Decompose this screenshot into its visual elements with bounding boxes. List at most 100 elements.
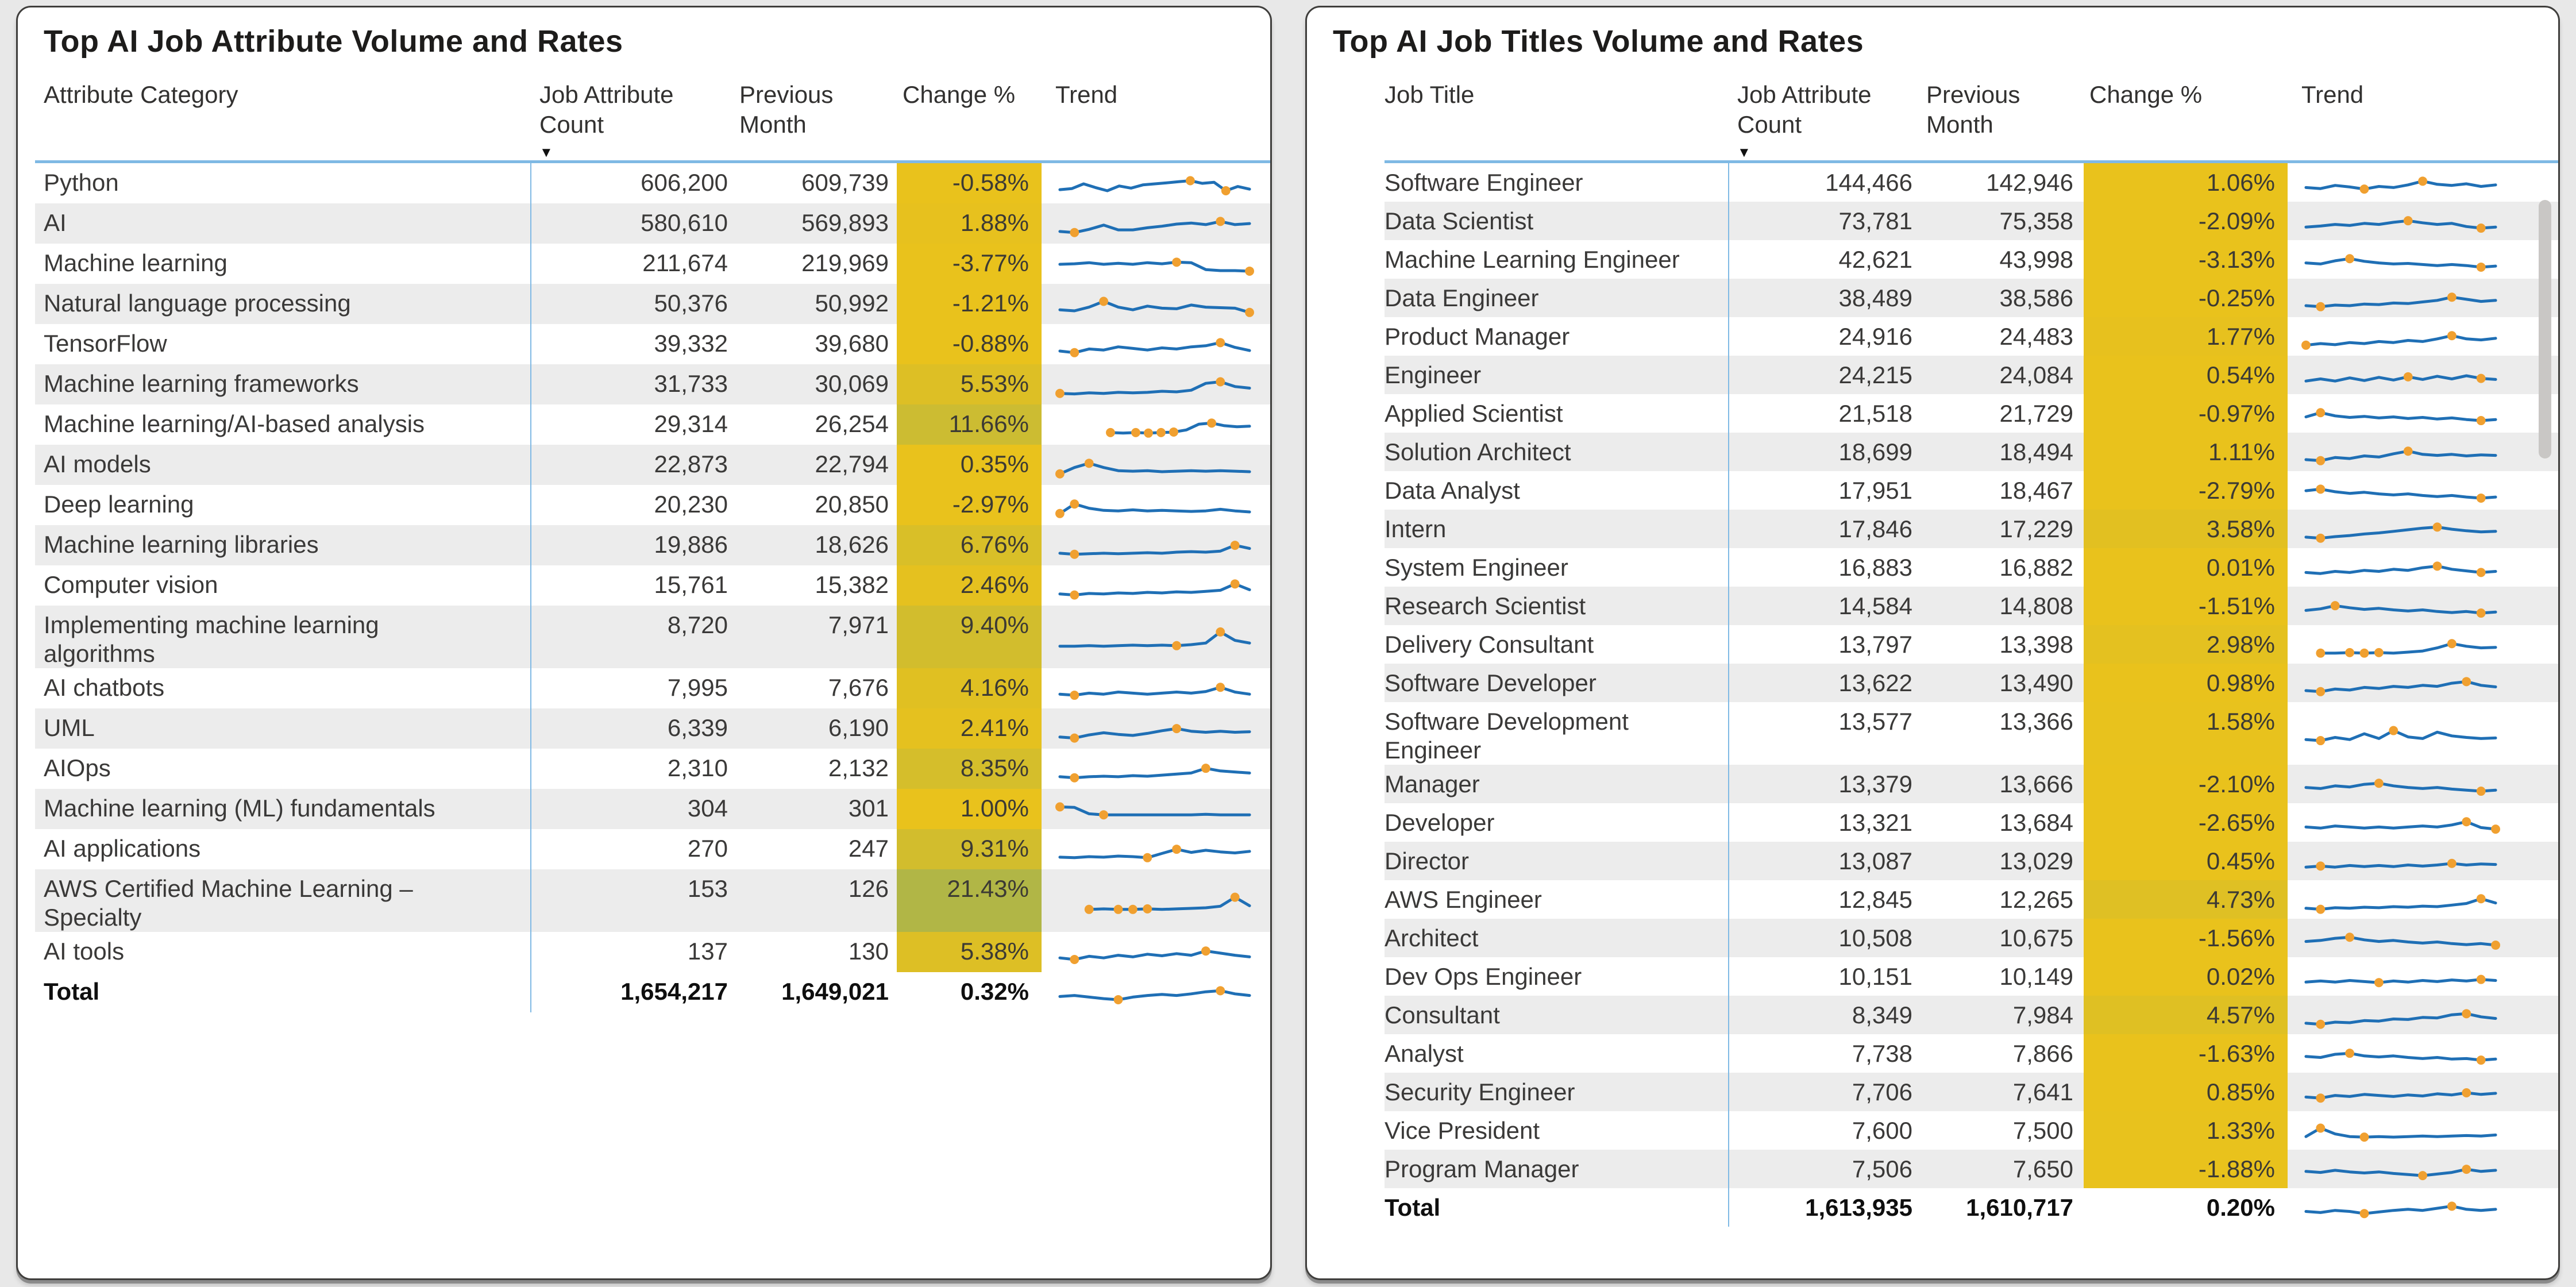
- table-row[interactable]: Machine learning libraries 19,886 18,626…: [35, 525, 1270, 565]
- table-row[interactable]: Machine Learning Engineer 42,621 43,998 …: [1385, 240, 2558, 279]
- change-percent-cell: 11.66%: [897, 404, 1042, 445]
- trend-sparkline: [2304, 484, 2497, 503]
- table-row[interactable]: Natural language processing 50,376 50,99…: [35, 284, 1270, 324]
- table-row[interactable]: Deep learning 20,230 20,850 -2.97%: [35, 485, 1270, 525]
- column-header-previous-month[interactable]: Previous Month: [1923, 76, 2084, 140]
- trend-cell: [2288, 433, 2500, 471]
- trend-cell: [2288, 880, 2500, 919]
- count-cell: 10,151: [1838, 963, 1912, 990]
- count-cell: 31,733: [654, 370, 728, 397]
- count-cell: 24,916: [1838, 323, 1912, 350]
- table-row[interactable]: AWS Certified Machine Learning – Special…: [35, 869, 1270, 932]
- table-row[interactable]: Machine learning 211,674 219,969 -3.77%: [35, 244, 1270, 284]
- column-header-count[interactable]: Job Attribute Count ▼: [531, 76, 736, 160]
- column-header-count-label: Job Attribute Count: [539, 81, 674, 138]
- table-row[interactable]: AI 580,610 569,893 1.88%: [35, 203, 1270, 244]
- column-header-count-label: Job Attribute Count: [1737, 81, 1872, 138]
- table-row[interactable]: Manager 13,379 13,666 -2.10%: [1385, 765, 2558, 803]
- table-row[interactable]: System Engineer 16,883 16,882 0.01%: [1385, 548, 2558, 587]
- column-header-change[interactable]: Change %: [2089, 81, 2203, 108]
- job-title-cell: Architect: [1385, 919, 1729, 957]
- table-row[interactable]: Developer 13,321 13,684 -2.65%: [1385, 803, 2558, 842]
- table-row[interactable]: Research Scientist 14,584 14,808 -1.51%: [1385, 587, 2558, 625]
- table-row[interactable]: AIOps 2,310 2,132 8.35%: [35, 749, 1270, 789]
- table-row[interactable]: Applied Scientist 21,518 21,729 -0.97%: [1385, 394, 2558, 433]
- column-header-previous-month-label: Previous Month: [1926, 81, 2020, 138]
- table-row[interactable]: Implementing machine learning algorithms…: [35, 606, 1270, 668]
- table-row[interactable]: Total 1,613,935 1,610,717 0.20%: [1385, 1188, 2558, 1227]
- change-percent-cell: -1.51%: [2084, 587, 2288, 625]
- table-row[interactable]: Architect 10,508 10,675 -1.56%: [1385, 919, 2558, 957]
- column-header-category[interactable]: Attribute Category: [44, 81, 238, 108]
- category-cell: Machine learning (ML) fundamentals: [35, 789, 531, 829]
- trend-cell: [1042, 324, 1262, 364]
- trend-sparkline: [2304, 1164, 2497, 1180]
- previous-month-cell: 13,366: [1999, 708, 2073, 735]
- count-cell: 6,339: [667, 714, 728, 741]
- table-row[interactable]: Security Engineer 7,706 7,641 0.85%: [1385, 1073, 2558, 1111]
- count-cell: 13,797: [1838, 631, 1912, 658]
- table-row[interactable]: UML 6,339 6,190 2.41%: [35, 708, 1270, 749]
- trend-cell: [2288, 1111, 2500, 1150]
- table-row[interactable]: AI applications 270 247 9.31%: [35, 829, 1270, 869]
- table-row[interactable]: Delivery Consultant 13,797 13,398 2.98%: [1385, 625, 2558, 664]
- table-row[interactable]: Computer vision 15,761 15,382 2.46%: [35, 565, 1270, 606]
- table-row[interactable]: AI tools 137 130 5.38%: [35, 932, 1270, 972]
- trend-cell: [2288, 765, 2500, 803]
- table-row[interactable]: Director 13,087 13,029 0.45%: [1385, 842, 2558, 880]
- column-header-trend[interactable]: Trend: [2301, 81, 2364, 108]
- previous-month-cell: 7,866: [2012, 1040, 2073, 1067]
- table-row[interactable]: Analyst 7,738 7,866 -1.63%: [1385, 1034, 2558, 1073]
- table-row[interactable]: Software Engineer 144,466 142,946 1.06%: [1385, 163, 2558, 202]
- table-row[interactable]: Consultant 8,349 7,984 4.57%: [1385, 996, 2558, 1034]
- change-percent-cell: -2.10%: [2084, 765, 2288, 803]
- trend-sparkline: [2304, 932, 2500, 950]
- change-percent-cell: 0.54%: [2084, 356, 2288, 394]
- table-row[interactable]: Machine learning frameworks 31,733 30,06…: [35, 364, 1270, 404]
- category-cell: AIOps: [35, 749, 531, 789]
- table-row[interactable]: Product Manager 24,916 24,483 1.77%: [1385, 317, 2558, 356]
- table-row[interactable]: Dev Ops Engineer 10,151 10,149 0.02%: [1385, 957, 2558, 996]
- count-cell: 7,506: [1852, 1155, 1912, 1182]
- trend-sparkline: [1058, 845, 1251, 862]
- table-row[interactable]: Data Scientist 73,781 75,358 -2.09%: [1385, 202, 2558, 240]
- table-row[interactable]: Machine learning (ML) fundamentals 304 3…: [35, 789, 1270, 829]
- trend-sparkline: [1058, 338, 1251, 357]
- count-cell: 14,584: [1838, 592, 1912, 619]
- table-row[interactable]: Intern 17,846 17,229 3.58%: [1385, 510, 2558, 548]
- table-row[interactable]: AWS Engineer 12,845 12,265 4.73%: [1385, 880, 2558, 919]
- table-row[interactable]: Software Development Engineer 13,577 13,…: [1385, 702, 2558, 765]
- table-row[interactable]: Vice President 7,600 7,500 1.33%: [1385, 1111, 2558, 1150]
- previous-month-cell: 13,490: [1999, 669, 2073, 696]
- column-header-count[interactable]: Job Attribute Count ▼: [1729, 76, 1923, 160]
- column-header-previous-month[interactable]: Previous Month: [736, 76, 897, 140]
- table-row[interactable]: TensorFlow 39,332 39,680 -0.88%: [35, 324, 1270, 364]
- column-header-job-title[interactable]: Job Title: [1385, 81, 1475, 108]
- trend-sparkline: [2304, 1088, 2497, 1103]
- previous-month-cell: 13,398: [1999, 631, 2073, 658]
- change-percent-cell: 0.35%: [897, 445, 1042, 485]
- table-row[interactable]: Data Engineer 38,489 38,586 -0.25%: [1385, 279, 2558, 317]
- change-percent-cell: -1.21%: [897, 284, 1042, 324]
- table-row[interactable]: AI chatbots 7,995 7,676 4.16%: [35, 668, 1270, 708]
- table-row[interactable]: Software Developer 13,622 13,490 0.98%: [1385, 664, 2558, 702]
- column-header-change[interactable]: Change %: [903, 81, 1016, 108]
- change-percent-cell: 0.32%: [960, 978, 1029, 1005]
- change-percent-cell: -2.97%: [897, 485, 1042, 525]
- change-percent-cell: 0.85%: [2084, 1073, 2288, 1111]
- table-row[interactable]: AI models 22,873 22,794 0.35%: [35, 445, 1270, 485]
- change-percent-cell: 1.00%: [897, 789, 1042, 829]
- table-row[interactable]: Engineer 24,215 24,084 0.54%: [1385, 356, 2558, 394]
- change-percent-cell: -0.58%: [897, 163, 1042, 203]
- table-header-row: Attribute Category Job Attribute Count ▼…: [35, 76, 1270, 163]
- table-row[interactable]: Solution Architect 18,699 18,494 1.11%: [1385, 433, 2558, 471]
- column-header-trend[interactable]: Trend: [1055, 81, 1118, 108]
- table-row[interactable]: Total 1,654,217 1,649,021 0.32%: [35, 972, 1270, 1012]
- table-row[interactable]: Data Analyst 17,951 18,467 -2.79%: [1385, 471, 2558, 510]
- vertical-scrollbar-thumb[interactable]: [2539, 200, 2551, 458]
- trend-cell: [2288, 702, 2500, 765]
- trend-cell: [2288, 163, 2500, 202]
- table-row[interactable]: Program Manager 7,506 7,650 -1.88%: [1385, 1150, 2558, 1188]
- table-row[interactable]: Machine learning/AI-based analysis 29,31…: [35, 404, 1270, 445]
- table-row[interactable]: Python 606,200 609,739 -0.58%: [35, 163, 1270, 203]
